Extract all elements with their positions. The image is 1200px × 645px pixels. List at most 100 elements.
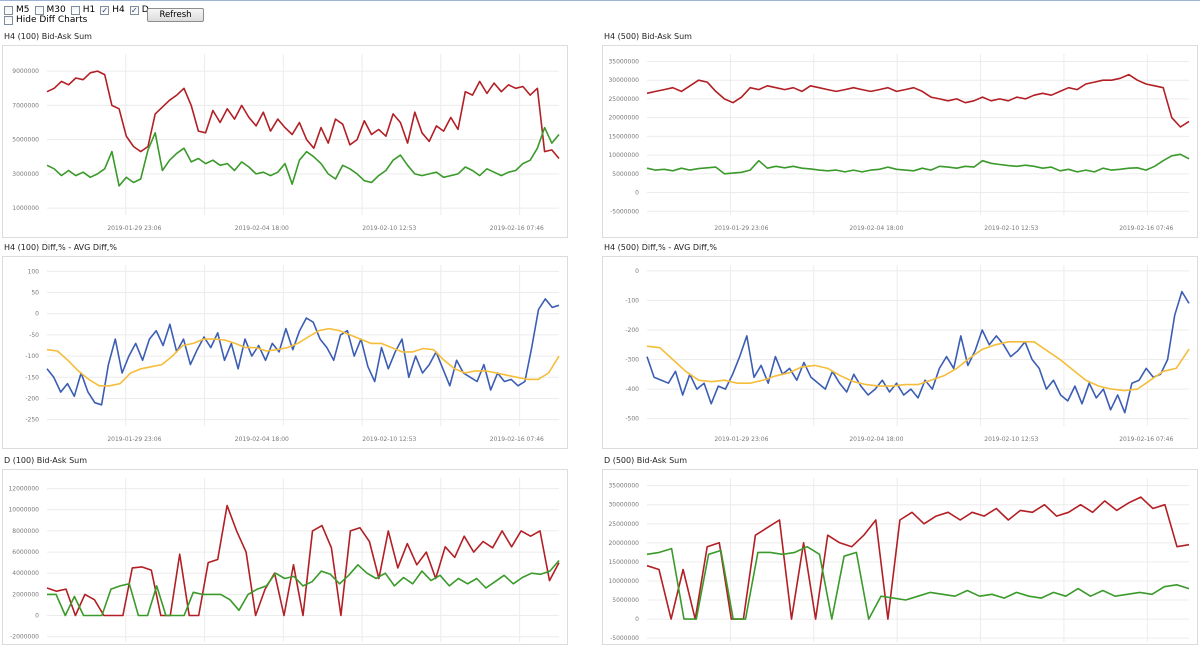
chart-h4-500-diff: 0 -100 -200 -300 -400 -500 2019-01-29 23:06 201… bbox=[602, 256, 1198, 449]
y-tick-label: 8000000 bbox=[12, 528, 39, 535]
y-tick-label: 0 bbox=[35, 311, 39, 318]
x-tick-label: 2019-01-29 23:06 bbox=[107, 436, 161, 443]
d-label: D bbox=[141, 5, 149, 15]
y-tick-label: 15000000 bbox=[608, 133, 639, 140]
y-tick-label: 100 bbox=[28, 268, 40, 275]
series-line bbox=[646, 290, 1190, 414]
series-line bbox=[46, 298, 560, 406]
chart-title-d-500-sum: D (500) Bid-Ask Sum bbox=[604, 456, 688, 465]
hide-diff-label: Hide Diff Charts bbox=[16, 15, 88, 25]
y-tick-label: -100 bbox=[625, 297, 639, 304]
x-tick-label: 2019-02-10 12:53 bbox=[984, 436, 1038, 443]
x-tick-label: 2019-02-04 18:00 bbox=[849, 436, 903, 443]
y-tick-label: 20000000 bbox=[608, 115, 639, 122]
h4-checkbox-box[interactable]: ✓ bbox=[100, 5, 110, 15]
y-tick-label: -400 bbox=[625, 386, 639, 393]
checkbox-h4[interactable]: ✓ H4 bbox=[100, 5, 125, 15]
window-top-border bbox=[0, 0, 1200, 1]
x-tick-label: 2019-02-10 12:53 bbox=[984, 225, 1038, 232]
chart-title-h4-100-sum: H4 (100) Bid-Ask Sum bbox=[4, 32, 92, 41]
y-tick-label: 15000000 bbox=[608, 559, 639, 566]
y-tick-label: -250 bbox=[25, 417, 39, 424]
series-line bbox=[46, 126, 560, 187]
chart-h4-100-sum: 9000000 7000000 5000000 3000000 1000000 2019-… bbox=[2, 45, 568, 238]
chart-title-h4-100-diff: H4 (100) Diff,% - AVG Diff,% bbox=[4, 243, 117, 252]
chart-h4-500-sum-plot: 35000000 30000000 25000000 20000000 15000000… bbox=[608, 54, 1190, 232]
chart-title-d-100-sum: D (100) Bid-Ask Sum bbox=[4, 456, 88, 465]
y-tick-label: -100 bbox=[25, 353, 39, 360]
y-tick-label: 30000000 bbox=[608, 77, 639, 84]
y-tick-label: -500 bbox=[625, 416, 639, 423]
y-tick-label: 6000000 bbox=[12, 549, 39, 556]
hide-diff-checkbox-box[interactable] bbox=[4, 15, 13, 25]
chart-d-100-sum: 12000000 10000000 8000000 6000000 4000000 200… bbox=[2, 469, 568, 645]
y-tick-label: -5000000 bbox=[610, 635, 639, 642]
y-tick-label: 0 bbox=[635, 268, 639, 275]
chart-h4-100-diff-plot: 100 50 0 -50 -100 -150 -200 -250 2019-01-29 23:0… bbox=[25, 265, 560, 443]
m30-label: M30 bbox=[46, 5, 66, 15]
h1-checkbox-box[interactable] bbox=[70, 5, 80, 15]
x-tick-label: 2019-01-29 23:06 bbox=[714, 436, 768, 443]
y-tick-label: -200 bbox=[625, 327, 639, 334]
y-tick-label: 5000000 bbox=[612, 597, 639, 604]
x-tick-label: 2019-02-04 18:00 bbox=[235, 436, 289, 443]
m5-label: M5 bbox=[16, 5, 30, 15]
y-tick-label: 9000000 bbox=[12, 68, 39, 75]
timeframe-toolbar: M5 M30 H1 ✓ H4 ✓ D bbox=[4, 3, 154, 17]
y-tick-label: 10000000 bbox=[608, 578, 639, 585]
chart-title-h4-500-diff: H4 (500) Diff,% - AVG Diff,% bbox=[604, 243, 717, 252]
checkbox-hide-diff-charts[interactable]: Hide Diff Charts bbox=[4, 15, 87, 25]
y-tick-label: -200 bbox=[25, 395, 39, 402]
y-tick-label: 2000000 bbox=[12, 591, 39, 598]
chart-h4-500-sum: 35000000 30000000 25000000 20000000 15000000… bbox=[602, 45, 1198, 238]
y-tick-label: -300 bbox=[625, 357, 639, 364]
series-line bbox=[46, 327, 560, 387]
y-tick-label: 10000000 bbox=[8, 507, 39, 514]
y-tick-label: 20000000 bbox=[608, 540, 639, 547]
y-tick-label: 5000000 bbox=[612, 171, 639, 178]
y-tick-label: 25000000 bbox=[608, 96, 639, 103]
x-tick-label: 2019-02-10 12:53 bbox=[362, 225, 416, 232]
y-tick-label: 0 bbox=[635, 616, 639, 623]
checkbox-m5[interactable]: M5 bbox=[4, 5, 30, 15]
series-line bbox=[646, 73, 1190, 128]
y-tick-label: -5000000 bbox=[610, 208, 639, 215]
x-tick-label: 2019-02-16 07:46 bbox=[1119, 436, 1173, 443]
chart-h4-100-sum-plot: 9000000 7000000 5000000 3000000 1000000 2019-… bbox=[12, 54, 560, 232]
y-tick-label: -50 bbox=[29, 332, 39, 339]
series-line bbox=[646, 545, 1190, 620]
y-tick-label: 7000000 bbox=[12, 102, 39, 109]
checkbox-h1[interactable]: H1 bbox=[70, 5, 96, 15]
x-tick-label: 2019-02-16 07:46 bbox=[490, 436, 544, 443]
series-line bbox=[646, 496, 1190, 620]
chart-h4-100-diff: 100 50 0 -50 -100 -150 -200 -250 2019-01-29 23:0… bbox=[2, 256, 568, 449]
y-tick-label: 10000000 bbox=[608, 152, 639, 159]
y-tick-label: 0 bbox=[635, 190, 639, 197]
checkbox-m30[interactable]: M30 bbox=[34, 5, 66, 15]
checkbox-d[interactable]: ✓ D bbox=[129, 5, 149, 15]
x-tick-label: 2019-02-16 07:46 bbox=[1119, 225, 1173, 232]
m30-checkbox-box[interactable] bbox=[34, 5, 44, 15]
d-checkbox-box[interactable]: ✓ bbox=[129, 5, 139, 15]
y-tick-label: 5000000 bbox=[12, 137, 39, 144]
h1-label: H1 bbox=[82, 5, 96, 15]
chart-d-100-sum-plot: 12000000 10000000 8000000 6000000 4000000 200… bbox=[8, 478, 560, 642]
chart-d-500-sum-plot: 35000000 30000000 25000000 20000000 15000000… bbox=[608, 478, 1190, 642]
y-tick-label: 3000000 bbox=[12, 171, 39, 178]
y-tick-label: 0 bbox=[35, 613, 39, 620]
refresh-button[interactable]: Refresh bbox=[147, 8, 204, 22]
h4-label: H4 bbox=[112, 5, 125, 15]
chart-h4-500-diff-plot: 0 -100 -200 -300 -400 -500 2019-01-29 23:06 201… bbox=[625, 265, 1190, 443]
chart-d-500-sum: 35000000 30000000 25000000 20000000 15000000… bbox=[602, 469, 1198, 645]
m5-checkbox-box[interactable] bbox=[4, 5, 13, 15]
y-tick-label: 50 bbox=[31, 290, 39, 297]
x-tick-label: 2019-02-10 12:53 bbox=[362, 436, 416, 443]
y-tick-label: 4000000 bbox=[12, 570, 39, 577]
x-tick-label: 2019-01-29 23:06 bbox=[714, 225, 768, 232]
y-tick-label: 30000000 bbox=[608, 502, 639, 509]
y-tick-label: 12000000 bbox=[8, 486, 39, 493]
series-line bbox=[646, 153, 1190, 175]
chart-title-h4-500-sum: H4 (500) Bid-Ask Sum bbox=[604, 32, 692, 41]
y-tick-label: 25000000 bbox=[608, 521, 639, 528]
y-tick-label: -150 bbox=[25, 374, 39, 381]
